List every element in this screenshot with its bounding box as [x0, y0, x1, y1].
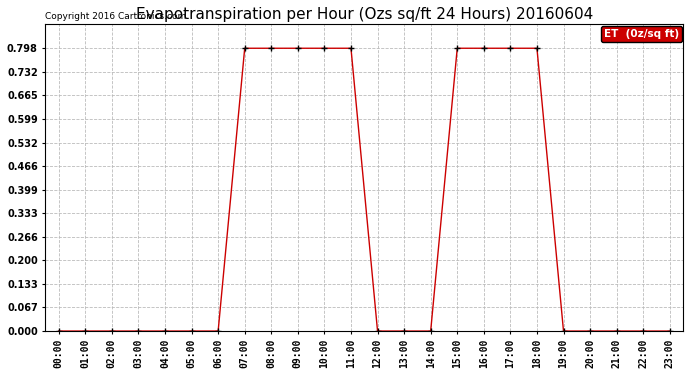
Legend: ET  (0z/sq ft): ET (0z/sq ft) [600, 26, 682, 42]
ET  (0z/sq ft) [320, 46, 328, 51]
ET  (0z/sq ft) [161, 329, 169, 333]
ET  (0z/sq ft) [267, 46, 275, 51]
ET  (0z/sq ft) [453, 46, 462, 51]
Text: Copyright 2016 Cartronics.com: Copyright 2016 Cartronics.com [46, 12, 187, 21]
ET  (0z/sq ft) [666, 329, 674, 333]
ET  (0z/sq ft) [506, 46, 515, 51]
Line: ET  (0z/sq ft): ET (0z/sq ft) [56, 45, 673, 334]
ET  (0z/sq ft) [533, 46, 541, 51]
ET  (0z/sq ft) [639, 329, 647, 333]
ET  (0z/sq ft) [347, 46, 355, 51]
ET  (0z/sq ft) [373, 329, 382, 333]
ET  (0z/sq ft) [613, 329, 621, 333]
ET  (0z/sq ft) [214, 329, 222, 333]
ET  (0z/sq ft) [241, 46, 249, 51]
ET  (0z/sq ft) [81, 329, 90, 333]
ET  (0z/sq ft) [560, 329, 568, 333]
Title: Evapotranspiration per Hour (Ozs sq/ft 24 Hours) 20160604: Evapotranspiration per Hour (Ozs sq/ft 2… [136, 7, 593, 22]
ET  (0z/sq ft) [586, 329, 594, 333]
ET  (0z/sq ft) [480, 46, 488, 51]
ET  (0z/sq ft) [188, 329, 196, 333]
ET  (0z/sq ft) [108, 329, 116, 333]
ET  (0z/sq ft) [135, 329, 143, 333]
ET  (0z/sq ft) [55, 329, 63, 333]
ET  (0z/sq ft) [294, 46, 302, 51]
ET  (0z/sq ft) [426, 329, 435, 333]
ET  (0z/sq ft) [400, 329, 408, 333]
